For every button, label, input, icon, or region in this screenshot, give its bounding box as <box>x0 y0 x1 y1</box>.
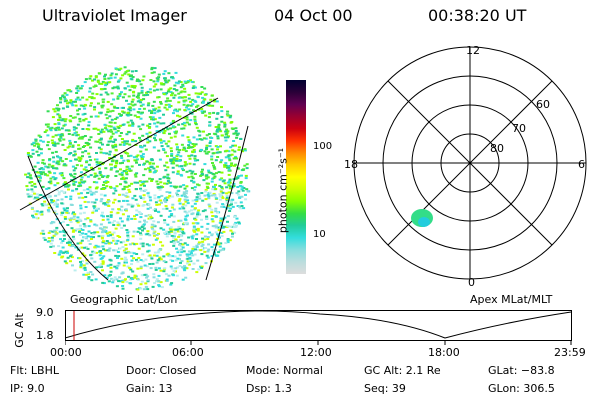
info-gc-alt: GC Alt: 2.1 Re <box>364 364 441 377</box>
lat-line <box>19 97 219 211</box>
gc-ytick-1.8: 1.8 <box>36 329 54 342</box>
polar-mlt-plot <box>353 46 587 280</box>
polar-label-18: 18 <box>344 158 358 171</box>
info-seq: Seq: 39 <box>364 382 406 395</box>
app-title: Ultraviolet Imager <box>42 6 187 25</box>
polar-label-0: 0 <box>468 276 475 289</box>
polar-ring-60: 60 <box>536 98 550 111</box>
info-dsp: Dsp: 1.3 <box>246 382 292 395</box>
gc-alt-ylabel: GC Alt <box>12 313 26 348</box>
info-mode: Mode: Normal <box>246 364 323 377</box>
info-filter: Flt: LBHL <box>10 364 59 377</box>
polar-ring-80: 80 <box>490 142 504 155</box>
info-glon: GLon: 306.5 <box>488 382 555 395</box>
polar-ring-70: 70 <box>512 122 526 135</box>
info-gain: Gain: 13 <box>126 382 173 395</box>
gc-alt-plot <box>65 310 572 345</box>
polar-label-6: 6 <box>578 158 585 171</box>
colorbar-tick-10: 10 <box>313 229 326 240</box>
apex-label: Apex MLat/MLT <box>470 293 553 306</box>
date-label: 04 Oct 00 <box>274 6 353 25</box>
polar-label-12: 12 <box>466 44 480 57</box>
uv-earth-image <box>19 66 251 291</box>
geographic-label: Geographic Lat/Lon <box>70 293 178 306</box>
gc-xtick-1800: 18:00 <box>428 346 460 359</box>
colorbar-tick-100: 100 <box>313 141 333 152</box>
gc-xtick-0600: 06:00 <box>172 346 204 359</box>
lon-line-left <box>27 155 109 281</box>
info-glat: GLat: −83.8 <box>488 364 555 377</box>
gc-xtick-2359: 23:59 <box>554 346 586 359</box>
gc-alt-curve <box>65 310 572 339</box>
info-ip: IP: 9.0 <box>10 382 45 395</box>
time-label: 00:38:20 UT <box>428 6 527 25</box>
color-scale-bar <box>286 80 306 274</box>
lon-line-right <box>205 125 249 281</box>
colorbar-title: photon cm⁻²s⁻¹ <box>276 147 290 234</box>
gc-xtick-1200: 12:00 <box>300 346 332 359</box>
gc-ytick-9: 9.0 <box>36 306 54 319</box>
info-door: Door: Closed <box>126 364 197 377</box>
gc-xtick-0000: 00:00 <box>50 346 82 359</box>
